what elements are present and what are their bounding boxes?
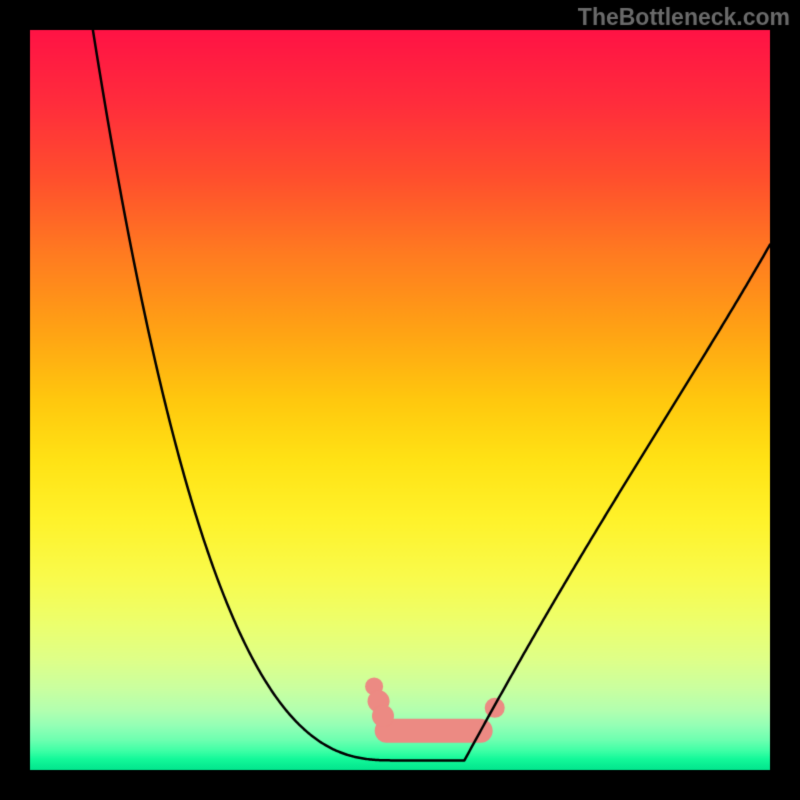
bottleneck-chart <box>0 0 800 800</box>
